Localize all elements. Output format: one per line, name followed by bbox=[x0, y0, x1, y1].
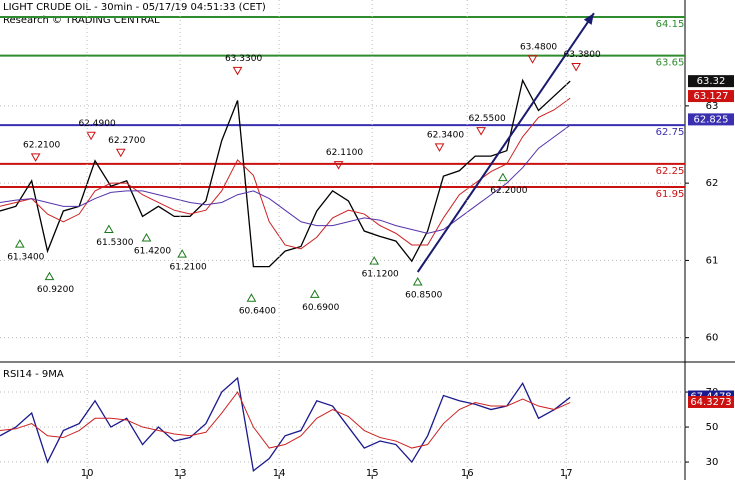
pivot-marker bbox=[115, 148, 126, 158]
x-tick-label: 15 bbox=[366, 468, 379, 479]
pivot-label: 61.3400 bbox=[7, 253, 44, 263]
x-tick-label: 16 bbox=[461, 468, 474, 479]
price-tag-label: 64.3273 bbox=[690, 397, 731, 408]
pivot-marker bbox=[177, 249, 188, 258]
series-line bbox=[0, 97, 571, 250]
price-tag-label: 63.127 bbox=[694, 91, 729, 102]
pivot-marker bbox=[333, 161, 344, 170]
price-tag bbox=[688, 113, 734, 126]
pivot-marker bbox=[434, 143, 445, 152]
pivot-label: 60.9200 bbox=[37, 285, 74, 295]
pivot-label: 60.8500 bbox=[405, 291, 442, 301]
pivot-marker bbox=[14, 239, 25, 248]
pivot-marker bbox=[527, 55, 538, 64]
pivot-marker bbox=[309, 289, 320, 298]
pivot-label: 60.6900 bbox=[302, 303, 339, 313]
pivot-marker bbox=[571, 63, 581, 72]
y-tick-label: 60 bbox=[706, 333, 719, 344]
rsi-title: RSI14 - 9MA bbox=[3, 369, 64, 380]
pivot-marker bbox=[141, 232, 152, 242]
pivot-label: 61.4200 bbox=[134, 246, 171, 256]
pivot-label: 61.1200 bbox=[362, 270, 399, 280]
y-tick-label: 63 bbox=[706, 101, 719, 112]
pivot-label: 61.2100 bbox=[170, 263, 207, 273]
y-tick-label: 30 bbox=[706, 457, 719, 468]
arrow-head bbox=[583, 13, 594, 25]
level-label: 63.65 bbox=[656, 58, 685, 69]
pivot-label: 63.3300 bbox=[225, 54, 262, 64]
price-tag-label: 62.825 bbox=[694, 114, 729, 125]
series-line bbox=[0, 376, 571, 472]
level-label: 64.15 bbox=[656, 19, 685, 30]
pivot-marker bbox=[232, 66, 243, 76]
trend-arrow bbox=[416, 12, 595, 273]
series-line bbox=[0, 391, 571, 449]
pivot-marker bbox=[246, 293, 257, 302]
price-tag bbox=[688, 75, 734, 88]
pivot-label: 63.3800 bbox=[564, 50, 601, 60]
chart-subtitle: Research © TRADING CENTRAL bbox=[3, 15, 160, 26]
price-tag bbox=[688, 90, 734, 103]
level-label: 62.75 bbox=[656, 127, 685, 138]
pivot-marker bbox=[412, 276, 423, 286]
x-tick-label: 14 bbox=[273, 468, 286, 479]
pivot-marker bbox=[30, 153, 41, 162]
level-label: 62.25 bbox=[656, 166, 685, 177]
pivot-label: 62.1100 bbox=[326, 148, 363, 158]
pivot-marker bbox=[44, 271, 55, 281]
price-tag bbox=[688, 395, 734, 408]
series-line bbox=[0, 78, 571, 268]
chart-title: LIGHT CRUDE OIL - 30min - 05/17/19 04:51… bbox=[3, 2, 266, 13]
pivot-label: 60.6400 bbox=[239, 307, 276, 317]
price-tag-label: 63.32 bbox=[697, 76, 726, 87]
pivot-label: 62.2700 bbox=[108, 136, 145, 146]
pivot-marker bbox=[104, 224, 114, 233]
pivot-label: 62.2100 bbox=[23, 140, 60, 150]
pivot-label: 62.2000 bbox=[490, 186, 527, 196]
level-label: 61.95 bbox=[656, 189, 685, 200]
pivot-label: 62.4900 bbox=[78, 119, 115, 129]
x-tick-label: 13 bbox=[174, 468, 187, 479]
pivot-label: 62.5500 bbox=[468, 114, 505, 124]
x-tick-label: 17 bbox=[560, 468, 573, 479]
series-line bbox=[0, 124, 571, 234]
pivot-marker bbox=[497, 172, 508, 182]
y-tick-label: 62 bbox=[706, 178, 719, 189]
y-tick-label: 50 bbox=[706, 422, 719, 433]
x-tick-label: 10 bbox=[81, 468, 94, 479]
pivot-label: 63.4800 bbox=[520, 42, 557, 52]
pivot-marker bbox=[476, 127, 486, 136]
pivot-marker bbox=[86, 131, 96, 141]
pivot-label: 61.5300 bbox=[96, 238, 133, 248]
pivot-label: 62.3400 bbox=[427, 130, 464, 140]
y-tick-label: 61 bbox=[706, 255, 719, 266]
